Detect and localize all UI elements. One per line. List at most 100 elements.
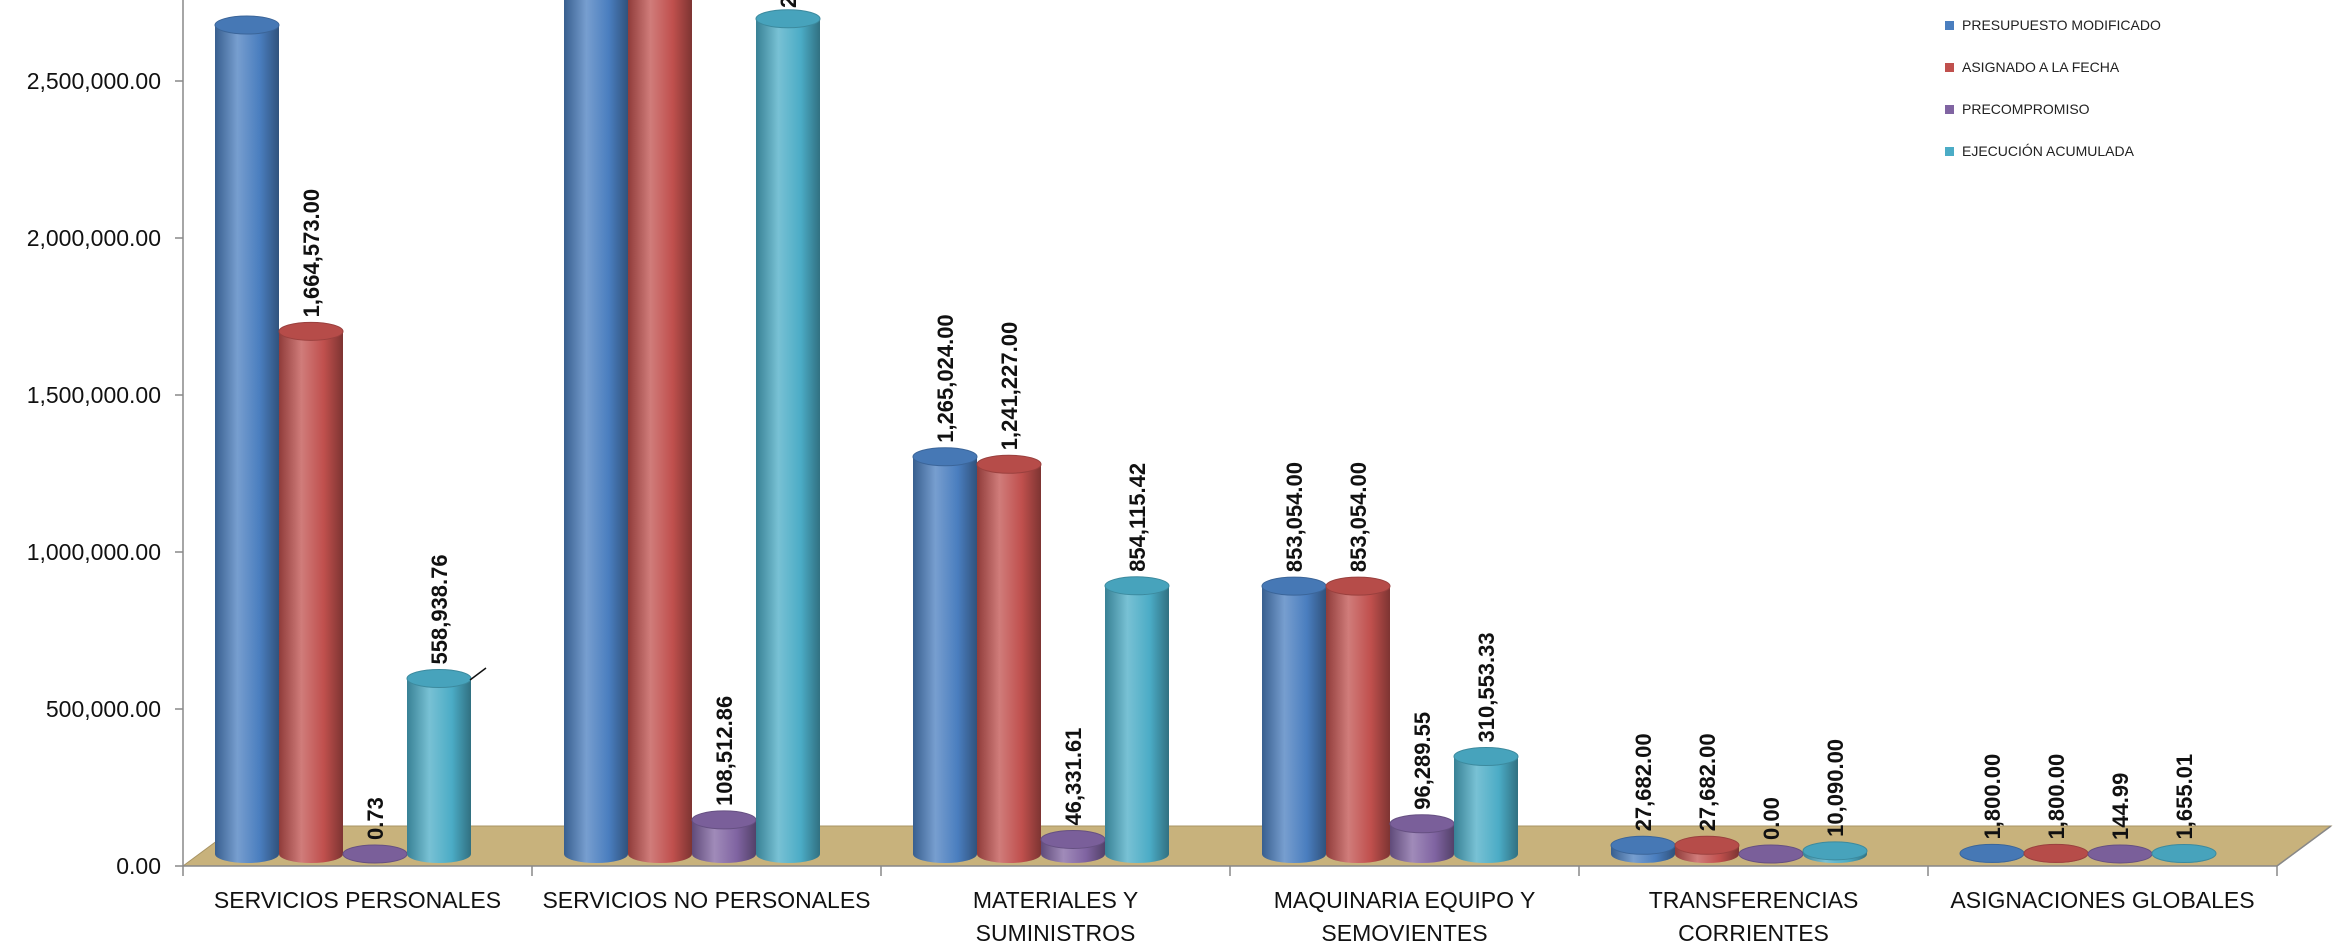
bar-1-4 <box>1674 835 1740 863</box>
bar-1-0 <box>278 321 344 863</box>
x-category-label: TRANSFERENCIAS <box>1649 887 1859 913</box>
legend-item: PRESUPUESTO MODIFICADO <box>1945 4 2325 46</box>
bar-body <box>692 819 756 863</box>
bar-body <box>1390 823 1454 863</box>
data-label: 1,800.00 <box>2044 754 2069 840</box>
bar-2-1 <box>691 810 757 863</box>
data-label: 853,054.00 <box>1282 462 1307 572</box>
bar-0-3 <box>1261 576 1327 863</box>
x-category-label: SERVICIOS NO PERSONALES <box>542 887 870 913</box>
bar-2-5 <box>2087 844 2153 864</box>
bar-1-3 <box>1325 576 1391 863</box>
bar-2-0 <box>342 844 408 864</box>
data-label: 310,553.33 <box>1474 632 1499 742</box>
data-label: 108,512.86 <box>712 696 737 806</box>
bar-body <box>1454 756 1518 863</box>
x-category-label: ASIGNACIONES GLOBALES <box>1950 887 2254 913</box>
data-label: 0.73 <box>363 797 388 840</box>
data-label: 1,664,573.00 <box>299 189 324 317</box>
chart-legend: PRESUPUESTO MODIFICADO ASIGNADO A LA FECH… <box>1945 4 2325 172</box>
bar-body <box>1326 586 1390 863</box>
data-label: 10,090.00 <box>1823 739 1848 837</box>
legend-label: ASIGNADO A LA FECHA <box>1962 59 2120 75</box>
bar-top <box>2087 844 2153 864</box>
y-tick-label: 2,500,000.00 <box>27 68 161 94</box>
legend-label: PRECOMPROMISO <box>1962 101 2090 117</box>
bar-top <box>1261 576 1327 596</box>
label-leader-line <box>469 667 487 681</box>
y-tick-label: 0.00 <box>116 853 161 879</box>
bar-3-4 <box>1802 841 1868 863</box>
bar-1-2 <box>976 454 1042 863</box>
bar-top <box>1802 841 1868 861</box>
data-label: 0.00 <box>1759 797 1784 840</box>
data-label: 46,331.61 <box>1061 728 1086 826</box>
bar-top <box>278 321 344 341</box>
x-category-label: SEMOVIENTES <box>1321 920 1487 946</box>
bar-body <box>407 678 471 863</box>
data-label: 1,655.01 <box>2172 754 2197 840</box>
bar-top <box>912 447 978 467</box>
bar-0-5 <box>1959 843 2025 863</box>
bar-body <box>215 25 279 864</box>
bar-3-0 <box>406 668 472 863</box>
data-label: 2 <box>776 0 801 8</box>
bar-top <box>214 15 280 35</box>
bar-top <box>1453 746 1519 766</box>
bar-top <box>1325 576 1391 596</box>
bar-top <box>2151 843 2217 863</box>
bar-3-5 <box>2151 843 2217 863</box>
legend-swatch <box>1945 104 1954 114</box>
legend-item: PRECOMPROMISO <box>1945 88 2325 130</box>
bar-top <box>2023 843 2089 863</box>
legend-item: ASIGNADO A LA FECHA <box>1945 46 2325 88</box>
legend-label: PRESUPUESTO MODIFICADO <box>1962 17 2161 33</box>
y-tick-label: 2,000,000.00 <box>27 225 161 251</box>
y-tick-label: 500,000.00 <box>46 696 161 722</box>
data-label: 1,241,227.00 <box>997 322 1022 450</box>
bar-top <box>406 668 472 688</box>
bar-1-5 <box>2023 843 2089 863</box>
data-label: 1,265,024.00 <box>933 314 958 442</box>
bar-top <box>1738 844 1804 864</box>
bar-2-2 <box>1040 829 1106 863</box>
data-label: 854,115.42 <box>1125 463 1150 572</box>
bar-body <box>977 464 1041 863</box>
x-category-label: SERVICIOS PERSONALES <box>214 887 501 913</box>
data-label: 27,682.00 <box>1695 733 1720 831</box>
legend-item: EJECUCIÓN ACUMULADA <box>1945 130 2325 172</box>
x-category-label: MATERIALES Y <box>973 887 1138 913</box>
bar-top <box>1959 843 2025 863</box>
legend-swatch <box>1945 62 1954 72</box>
bar-3-3 <box>1453 746 1519 863</box>
data-label: 853,054.00 <box>1346 462 1371 572</box>
data-label: 1,800.00 <box>1980 754 2005 840</box>
bar-top <box>1389 814 1455 834</box>
bar-top <box>1674 835 1740 855</box>
bar-body <box>1262 586 1326 863</box>
bar-0-0 <box>214 15 280 864</box>
bar-0-2 <box>912 447 978 863</box>
bar-2-4 <box>1738 844 1804 864</box>
y-tick-label: 1,000,000.00 <box>27 539 161 565</box>
bar-body <box>913 456 977 863</box>
data-label: 27,682.00 <box>1631 733 1656 831</box>
y-tick-label: 1,500,000.00 <box>27 382 161 408</box>
bar-body <box>1105 585 1169 863</box>
bar-top <box>1104 576 1170 596</box>
bar-3-1 <box>755 9 821 863</box>
bar-body <box>628 0 692 863</box>
bar-2-3 <box>1389 814 1455 863</box>
bar-body <box>756 18 820 863</box>
x-category-label: CORRIENTES <box>1678 920 1829 946</box>
bar-top <box>976 454 1042 474</box>
bar-1-1 <box>628 0 692 863</box>
legend-swatch <box>1945 146 1954 156</box>
x-category-label: MAQUINARIA EQUIPO Y <box>1274 887 1536 913</box>
legend-swatch <box>1945 20 1954 30</box>
bar-top <box>342 844 408 864</box>
bar-0-4 <box>1610 835 1676 863</box>
bar-0-1 <box>564 0 628 863</box>
bar-top <box>1610 835 1676 855</box>
